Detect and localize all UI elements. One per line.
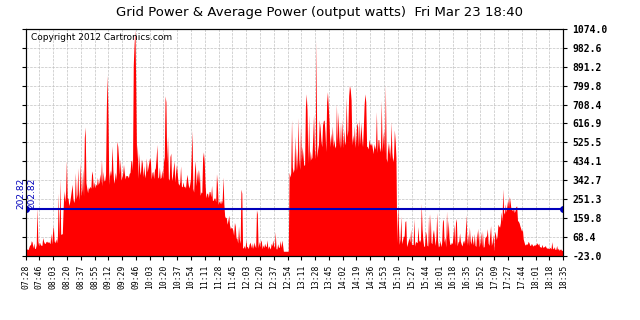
Text: 202.82: 202.82 bbox=[28, 178, 36, 209]
Text: 202.82: 202.82 bbox=[17, 178, 26, 209]
Text: Copyright 2012 Cartronics.com: Copyright 2012 Cartronics.com bbox=[31, 33, 172, 42]
Text: Grid Power & Average Power (output watts)  Fri Mar 23 18:40: Grid Power & Average Power (output watts… bbox=[116, 6, 524, 20]
